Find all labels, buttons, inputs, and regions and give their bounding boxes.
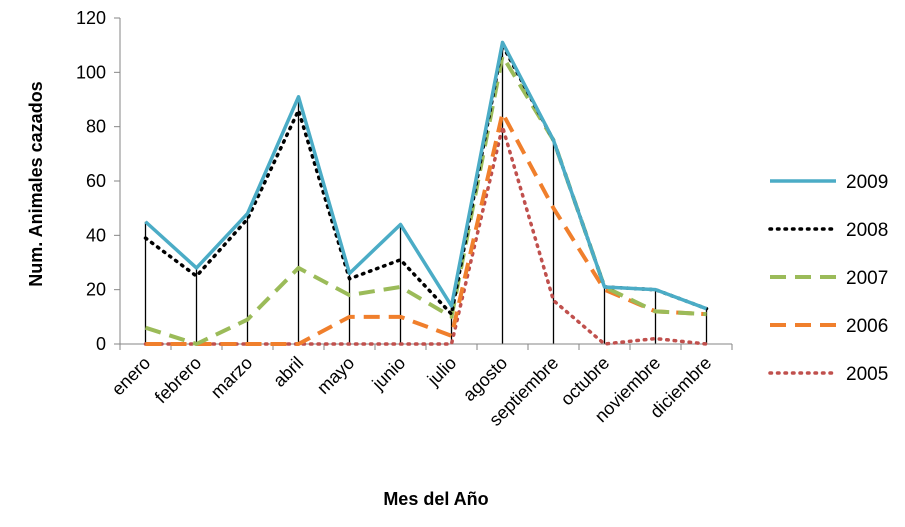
y-tick-label: 120 xyxy=(76,8,106,28)
legend-label-2008: 2008 xyxy=(846,220,888,241)
axes xyxy=(119,18,732,345)
series-line-2008 xyxy=(143,43,709,316)
y-tick-label: 20 xyxy=(86,280,106,300)
y-axis-title: Num. Animales cazados xyxy=(26,81,46,286)
y-tick-label: 40 xyxy=(86,225,106,245)
y-tick-label: 100 xyxy=(76,62,106,82)
x-tick-label: junio xyxy=(368,353,410,395)
y-tick-label: 0 xyxy=(96,334,106,354)
series-lines xyxy=(143,40,709,346)
drop-lines xyxy=(144,42,708,344)
x-tick-label: julio xyxy=(423,353,460,390)
series-line-2007 xyxy=(144,54,707,346)
legend-label-2009: 2009 xyxy=(846,172,888,193)
y-tick-labels: 0 20 40 60 80 100 120 xyxy=(76,8,120,354)
legend-label-2007: 2007 xyxy=(846,268,888,289)
y-tick-label: 60 xyxy=(86,171,106,191)
series-line-2005 xyxy=(143,124,709,346)
x-tick-label: enero xyxy=(108,353,155,400)
legend-label-2006: 2006 xyxy=(846,316,888,337)
series-line-2009 xyxy=(144,40,708,311)
series-line-2006 xyxy=(145,111,707,346)
x-axis-title: Mes del Año xyxy=(383,489,488,509)
x-tick-label: marzo xyxy=(207,353,257,403)
legend: 2009 2008 2007 2006 2005 xyxy=(768,172,888,385)
legend-label-2005: 2005 xyxy=(846,364,888,385)
x-tick-label: febrero xyxy=(151,353,205,407)
y-tick-label: 80 xyxy=(86,117,106,137)
x-tick-label: mayo xyxy=(313,353,358,398)
x-tick-label: abril xyxy=(269,353,307,391)
